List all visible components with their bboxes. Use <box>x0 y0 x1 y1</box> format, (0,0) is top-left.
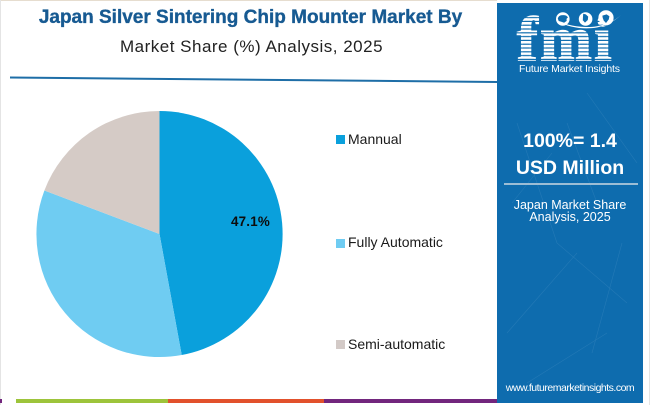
svg-text:Future Market Insights: Future Market Insights <box>519 63 620 75</box>
